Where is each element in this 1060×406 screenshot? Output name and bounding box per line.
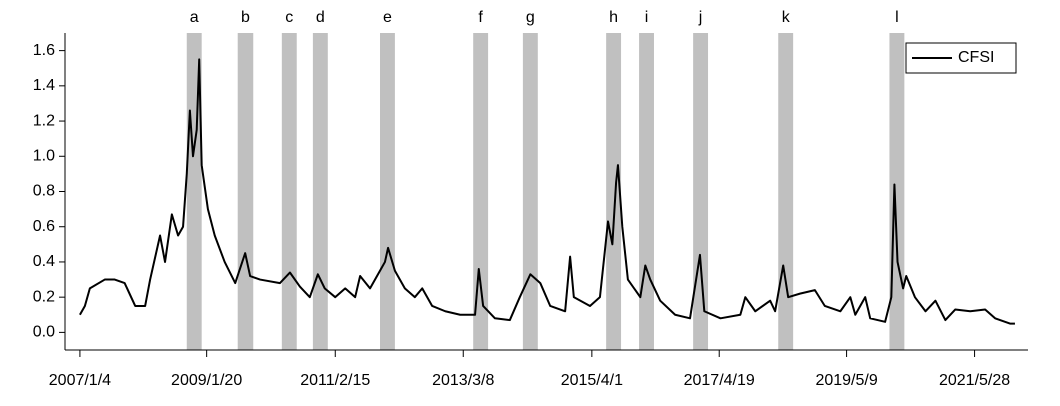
x-tick-label: 2021/5/28 (939, 372, 1010, 389)
shaded-band (473, 33, 489, 350)
y-tick-label: 0.8 (33, 183, 55, 200)
x-tick-label: 2007/1/4 (49, 372, 111, 389)
shaded-band (693, 33, 709, 350)
y-tick-label: 1.0 (33, 147, 55, 164)
band-label: i (645, 9, 649, 26)
x-tick-label: 2013/3/8 (432, 372, 494, 389)
x-tick-label: 2009/1/20 (171, 372, 242, 389)
band-label: j (698, 9, 703, 26)
band-label: l (895, 9, 899, 26)
x-tick-label: 2019/5/9 (815, 372, 877, 389)
shaded-band (889, 33, 905, 350)
band-label: c (285, 9, 293, 26)
shaded-band (639, 33, 654, 350)
x-tick-label: 2015/4/1 (561, 372, 623, 389)
shaded-band (778, 33, 794, 350)
data-line (79, 58, 1015, 325)
y-tick-label: 1.2 (33, 112, 55, 129)
shaded-band (379, 33, 395, 350)
y-tick-label: 0.6 (33, 218, 55, 235)
y-tick-label: 0.0 (33, 324, 55, 341)
band-label: d (316, 9, 325, 26)
legend-label: CFSI (958, 49, 994, 66)
y-tick-label: 0.4 (33, 253, 55, 270)
band-label: k (782, 9, 791, 26)
band-label: f (478, 9, 483, 26)
shaded-band (522, 33, 538, 350)
y-tick-label: 1.4 (33, 77, 55, 94)
x-tick-label: 2017/4/19 (684, 372, 755, 389)
band-label: b (241, 9, 250, 26)
y-tick-label: 0.2 (33, 288, 55, 305)
shaded-band (312, 33, 328, 350)
band-label: a (190, 9, 199, 26)
band-label: g (526, 9, 535, 26)
y-tick-label: 1.6 (33, 42, 55, 59)
band-label: e (383, 9, 392, 26)
x-tick-label: 2011/2/15 (300, 372, 370, 389)
shaded-band (281, 33, 297, 350)
band-label: h (609, 9, 618, 26)
shaded-band (237, 33, 254, 350)
shaded-band (606, 33, 622, 350)
